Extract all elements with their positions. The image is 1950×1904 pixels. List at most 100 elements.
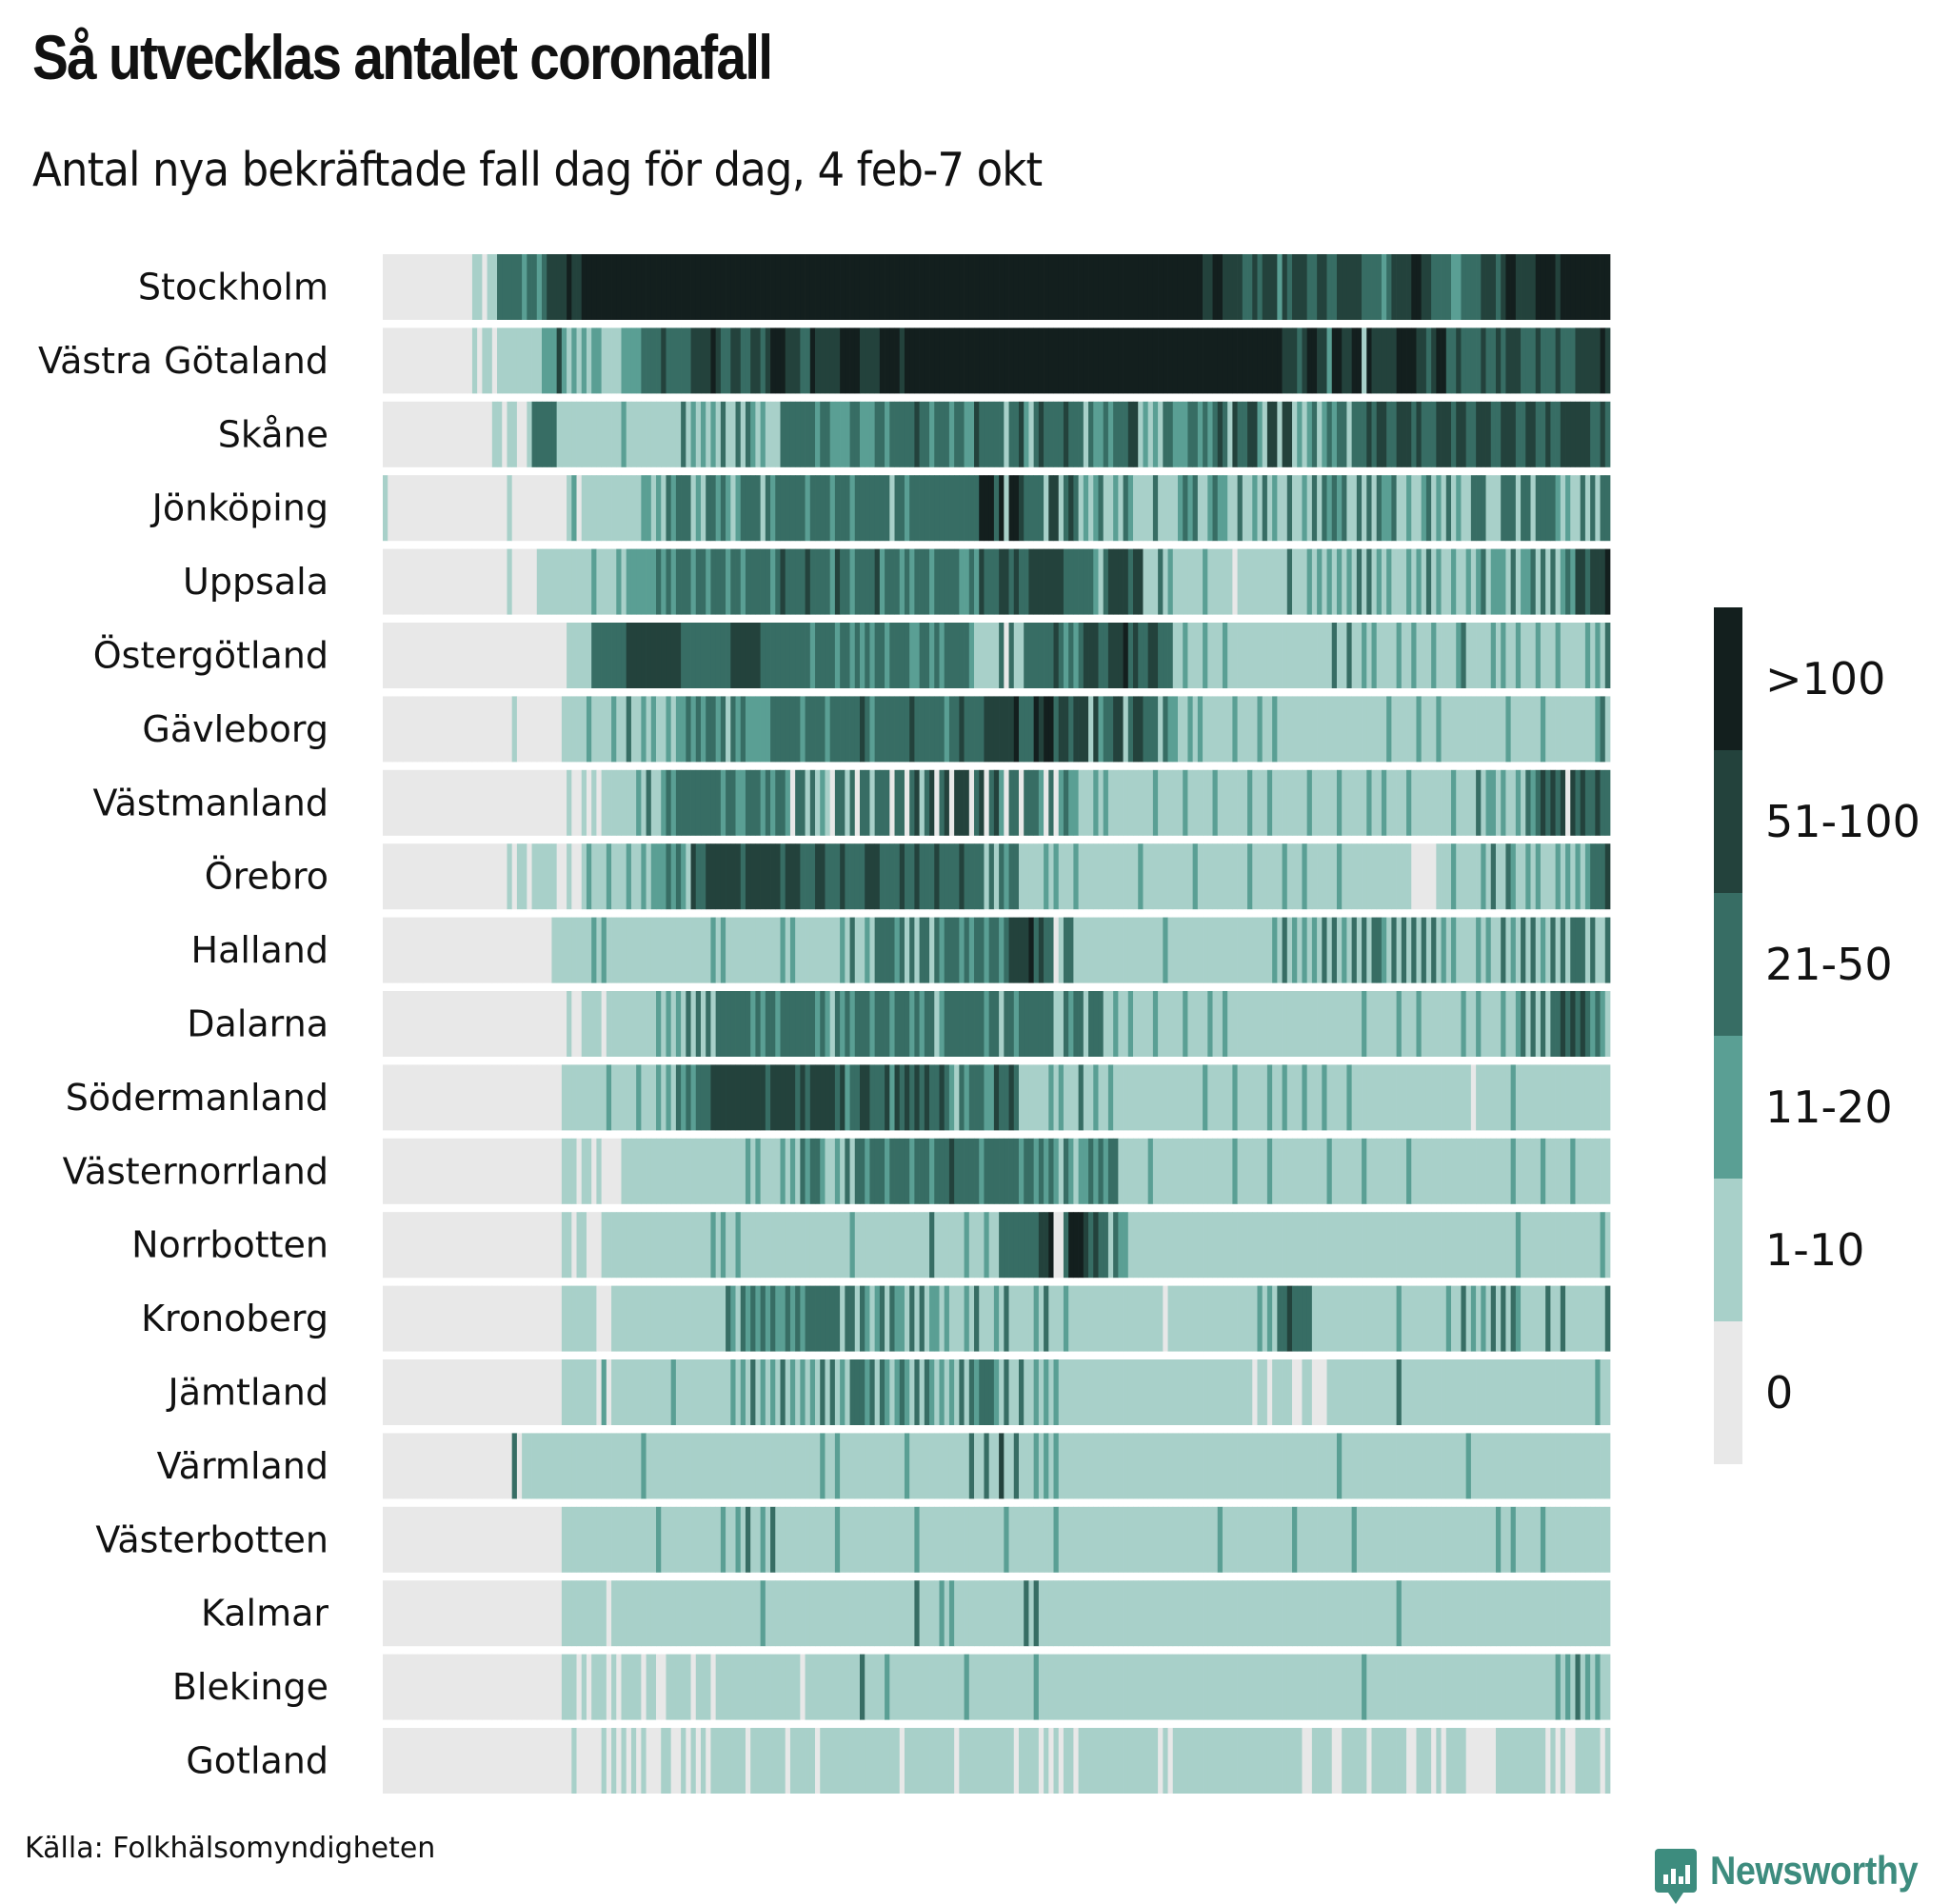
heatmap-cell	[606, 1580, 612, 1647]
heatmap-cell	[457, 1654, 463, 1720]
heatmap-cell	[670, 327, 677, 394]
heatmap-cell	[789, 991, 796, 1057]
heatmap-cell	[551, 623, 557, 688]
heatmap-cell	[1550, 1285, 1556, 1352]
heatmap-cell	[715, 1212, 722, 1279]
heatmap-cell	[760, 548, 766, 615]
heatmap-cell	[670, 1506, 677, 1573]
heatmap-cell	[606, 1212, 612, 1279]
heatmap-cell	[621, 1064, 627, 1131]
heatmap-cell	[974, 1285, 980, 1352]
heatmap-cell	[471, 1064, 478, 1131]
heatmap-cell	[1048, 1580, 1054, 1647]
heatmap-cell	[1600, 254, 1606, 320]
heatmap-cell	[1510, 401, 1517, 467]
heatmap-cell	[1232, 327, 1238, 394]
heatmap-cell	[1183, 991, 1188, 1057]
heatmap-cell	[1322, 1359, 1327, 1425]
heatmap-cell	[1495, 696, 1502, 763]
heatmap-cell	[865, 1064, 870, 1131]
heatmap-cell	[601, 769, 607, 836]
heatmap-cell	[1336, 1506, 1343, 1573]
heatmap-cell	[1247, 696, 1253, 763]
heatmap-cell	[1306, 548, 1313, 615]
heatmap-cell	[1227, 254, 1233, 320]
heatmap-cell	[1058, 1433, 1065, 1499]
heatmap-cell	[571, 843, 577, 910]
heatmap-cell	[636, 1580, 642, 1647]
heatmap-cell	[536, 917, 543, 983]
heatmap-cell	[706, 401, 711, 467]
heatmap-cell	[482, 1064, 488, 1131]
heatmap-cell	[695, 1433, 702, 1499]
heatmap-cell	[849, 401, 856, 467]
heatmap-cell	[1336, 1433, 1343, 1499]
heatmap-cell	[845, 1654, 850, 1720]
heatmap-cell	[939, 769, 945, 836]
heatmap-cell	[1481, 843, 1486, 910]
heatmap-cell	[1356, 548, 1363, 615]
heatmap-cell	[516, 696, 523, 763]
heatmap-cell	[765, 548, 771, 615]
heatmap-cell	[909, 769, 915, 836]
heatmap-cell	[1411, 254, 1417, 320]
heatmap-cell	[809, 623, 816, 688]
heatmap-cell	[715, 1433, 722, 1499]
heatmap-cell	[1425, 1433, 1432, 1499]
heatmap-cell	[1183, 548, 1188, 615]
heatmap-cell	[427, 327, 433, 394]
heatmap-cell	[1306, 1654, 1313, 1720]
heatmap-cell	[502, 1580, 507, 1647]
heatmap-cell	[626, 548, 632, 615]
heatmap-cell	[1590, 991, 1596, 1057]
heatmap-cell	[1322, 401, 1327, 467]
heatmap-cell	[1550, 1506, 1556, 1573]
heatmap-cell	[809, 843, 816, 910]
heatmap-cell	[785, 1064, 791, 1131]
heatmap-cell	[1306, 769, 1313, 836]
heatmap-cell	[1063, 696, 1069, 763]
heatmap-cell	[1436, 548, 1442, 615]
heatmap-cell	[1018, 917, 1025, 983]
heatmap-cell	[840, 991, 846, 1057]
heatmap-cell	[1580, 1433, 1586, 1499]
heatmap-cell	[591, 917, 597, 983]
heatmap-cell	[1008, 1506, 1015, 1573]
heatmap-cell	[1445, 991, 1452, 1057]
heatmap-cell	[397, 1359, 404, 1425]
heatmap-cell	[1540, 991, 1546, 1057]
heatmap-cell	[581, 475, 587, 542]
heatmap-cell	[974, 475, 980, 542]
heatmap-cell	[1470, 917, 1477, 983]
heatmap-cell	[1222, 917, 1228, 983]
heatmap-cell	[1297, 623, 1303, 688]
heatmap-cell	[1083, 1654, 1089, 1720]
heatmap-cell	[1510, 1359, 1517, 1425]
heatmap-cell	[1540, 1654, 1546, 1720]
row-label: Dalarna	[187, 1003, 328, 1045]
heatmap-cell	[854, 475, 861, 542]
heatmap-cell	[1391, 401, 1397, 467]
heatmap-cell	[825, 475, 831, 542]
heatmap-cell	[1257, 991, 1264, 1057]
heatmap-cell	[1302, 254, 1308, 320]
heatmap-cell	[1416, 548, 1423, 615]
heatmap-cell	[1192, 917, 1199, 983]
heatmap-cell	[1580, 769, 1586, 836]
heatmap-cell	[770, 1580, 776, 1647]
heatmap-cell	[626, 475, 632, 542]
heatmap-cell	[511, 1212, 518, 1279]
heatmap-cell	[1481, 254, 1486, 320]
heatmap-cell	[1286, 769, 1293, 836]
heatmap-cell	[1172, 1138, 1179, 1204]
heatmap-cell	[780, 475, 786, 542]
heatmap-cell	[383, 1506, 388, 1573]
heatmap-cell	[522, 1433, 527, 1499]
heatmap-cell	[988, 1064, 995, 1131]
heatmap-cell	[745, 843, 751, 910]
heatmap-cell	[502, 917, 507, 983]
heatmap-cell	[879, 769, 885, 836]
heatmap-cell	[1143, 1359, 1149, 1425]
heatmap-cell	[412, 1580, 418, 1647]
heatmap-cell	[789, 548, 796, 615]
